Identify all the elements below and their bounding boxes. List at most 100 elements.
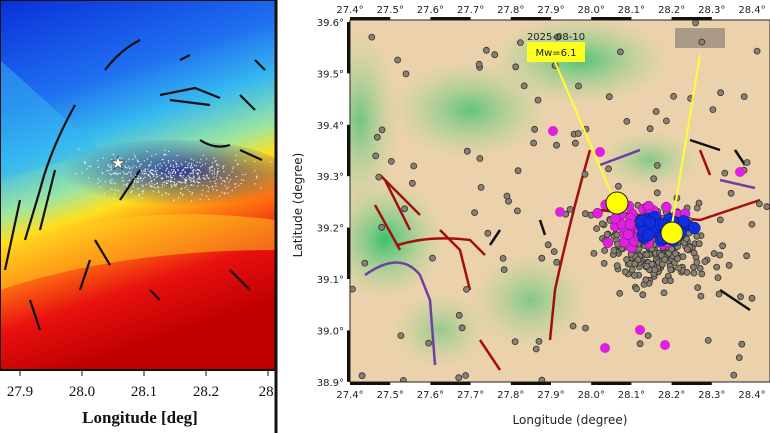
event-point	[725, 261, 733, 269]
seismicity-point	[240, 182, 242, 185]
seismicity-point	[107, 165, 110, 167]
seismicity-point	[226, 176, 228, 179]
bottom-axis-bar	[510, 382, 551, 385]
seismicity-point	[137, 188, 140, 190]
seismicity-point	[169, 174, 172, 176]
seismicity-point	[227, 192, 230, 194]
seismicity-point	[90, 165, 92, 168]
x-tick-label: 27.9	[7, 384, 33, 400]
seismicity-point	[128, 166, 130, 168]
seismicity-point	[211, 165, 213, 167]
event-point	[350, 285, 356, 293]
event-point	[476, 155, 484, 162]
event-point	[544, 241, 552, 249]
seismicity-point	[133, 154, 136, 156]
seismicity-point	[196, 173, 199, 176]
seismicity-point	[155, 153, 157, 155]
seismicity-point	[158, 190, 160, 192]
magenta-event	[622, 229, 634, 240]
seismicity-point	[161, 183, 163, 186]
seismicity-point	[173, 199, 175, 202]
seismicity-point	[217, 170, 220, 172]
event-point	[692, 20, 699, 27]
seismicity-point	[211, 170, 213, 172]
seismicity-point	[170, 169, 173, 171]
event-point	[574, 130, 582, 137]
top-x-tick-label: 28.0°	[578, 5, 605, 16]
seismicity-point	[185, 177, 187, 179]
seismicity-point	[142, 177, 145, 180]
seismicity-point	[245, 173, 247, 176]
event-point	[538, 376, 546, 382]
seismicity-point	[156, 174, 158, 176]
seismicity-point	[176, 154, 179, 157]
seismicity-point	[228, 174, 230, 176]
seismicity-point	[201, 193, 203, 196]
event-point	[401, 205, 409, 213]
seismicity-point	[97, 160, 99, 162]
seismicity-point	[151, 155, 153, 157]
seismicity-point	[175, 163, 178, 166]
seismicity-point	[167, 159, 170, 162]
event-point	[575, 82, 582, 90]
left-axis-bar	[347, 22, 350, 74]
seismicity-point	[130, 191, 132, 194]
seismicity-point	[211, 162, 214, 164]
left-axis-bar	[347, 330, 350, 382]
seismicity-point	[208, 167, 211, 169]
seismicity-point	[188, 162, 190, 165]
seismicity-point	[260, 187, 262, 189]
seismicity-point	[200, 158, 202, 161]
event-point	[581, 170, 589, 178]
fault-lines	[373, 149, 761, 371]
event-point	[652, 108, 660, 115]
seismicity-point	[180, 181, 182, 184]
event-point	[593, 225, 600, 232]
seismicity-point	[254, 160, 256, 163]
seismicity-point	[116, 173, 118, 175]
seismicity-point	[175, 166, 178, 168]
event-point	[482, 46, 490, 54]
event-point	[693, 258, 701, 266]
y-tick-label: 39.6°	[317, 18, 344, 29]
event-point	[458, 324, 466, 332]
bottom-x-tick-label: 27.4°	[336, 390, 363, 401]
event-point	[667, 266, 675, 274]
top-x-tick-label: 27.9°	[537, 5, 564, 16]
y-tick-label: 39.3°	[317, 172, 344, 183]
event-point	[690, 249, 698, 257]
seismicity-point	[141, 190, 144, 193]
seismicity-point	[200, 165, 202, 168]
seismicity-point	[151, 172, 153, 174]
event-point	[610, 246, 618, 254]
event-point	[553, 258, 561, 266]
y-tick-label: 39.4°	[317, 121, 344, 132]
seismicity-point	[109, 173, 111, 175]
seismicity-point	[170, 184, 172, 186]
event-point	[598, 220, 606, 228]
event-point	[553, 141, 560, 149]
event-point	[375, 173, 383, 181]
event-point	[675, 264, 682, 272]
event-point	[402, 70, 410, 78]
seismicity-point	[223, 180, 226, 182]
seismicity-point	[189, 179, 192, 181]
seismicity-point	[167, 161, 170, 164]
seismicity-point	[97, 177, 99, 180]
seismicity-point	[191, 172, 193, 174]
event-point	[633, 285, 640, 293]
bottom-x-tick-label: 27.6°	[417, 390, 444, 401]
bottom-x-tick-label: 28.2°	[658, 390, 685, 401]
seismicity-point	[137, 178, 139, 180]
seismicity-point	[171, 171, 174, 173]
seismicity-point	[164, 173, 166, 175]
seismicity-point	[192, 180, 194, 183]
seismicity-point	[147, 174, 150, 177]
seismicity-point	[157, 185, 159, 188]
seismicity-point	[189, 173, 192, 175]
seismicity-point	[235, 154, 238, 157]
seismicity-point	[161, 165, 163, 167]
event-point	[425, 339, 433, 347]
seismicity-point	[193, 179, 195, 181]
